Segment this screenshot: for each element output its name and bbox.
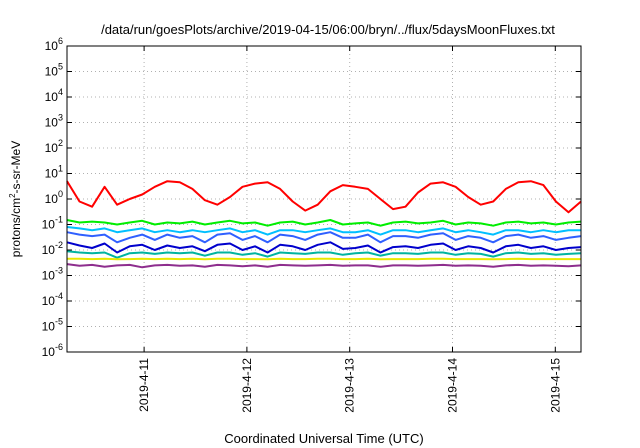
- y-tick-label: 10-5: [42, 317, 63, 334]
- y-tick-label: 101: [45, 164, 63, 181]
- series-line: [66, 180, 582, 214]
- series-line: [66, 241, 582, 254]
- y-axis-label: protons/cm2-s-sr-MeV: [8, 141, 23, 257]
- series-line: [66, 263, 582, 269]
- y-tick-label: 10-2: [42, 240, 63, 257]
- y-tick-label: 10-6: [42, 342, 63, 359]
- series-layer: [66, 180, 582, 269]
- x-axis-ticks: 2019-4-11 2019-4-12 2019-4-13 2019-4-14 2019…: [137, 46, 562, 413]
- y-tick-label: 103: [45, 113, 63, 130]
- x-tick-label: 2019-4-11: [137, 358, 151, 412]
- y-tick-label: 10-4: [42, 291, 63, 308]
- x-tick-label: 2019-4-15: [548, 358, 562, 413]
- x-axis-label: Coordinated Universal Time (UTC): [224, 431, 423, 446]
- series-line: [67, 257, 581, 261]
- y-axis-ticks: 10-6 10-5 10-4 10-3 10-2 10-1 100 101 102 103 104 1…: [42, 36, 581, 359]
- y-tick-label: 106: [45, 36, 63, 53]
- series-line: [66, 226, 581, 236]
- chart-title: /data/run/goesPlots/archive/2019-04-15/0…: [101, 22, 555, 37]
- y-tick-label: 100: [45, 189, 63, 206]
- x-tick-label: 2019-4-14: [446, 358, 460, 413]
- x-tick-label: 2019-4-12: [240, 358, 254, 413]
- series-line: [66, 219, 582, 227]
- y-tick-label: 104: [45, 87, 63, 104]
- y-tick-label: 10-3: [42, 266, 63, 283]
- series-line: [66, 231, 582, 244]
- x-tick-label: 2019-4-13: [343, 358, 357, 413]
- y-tick-label: 10-1: [42, 215, 63, 232]
- y-tick-label: 102: [45, 138, 63, 155]
- y-tick-label: 105: [45, 62, 63, 79]
- series-line: [66, 250, 582, 259]
